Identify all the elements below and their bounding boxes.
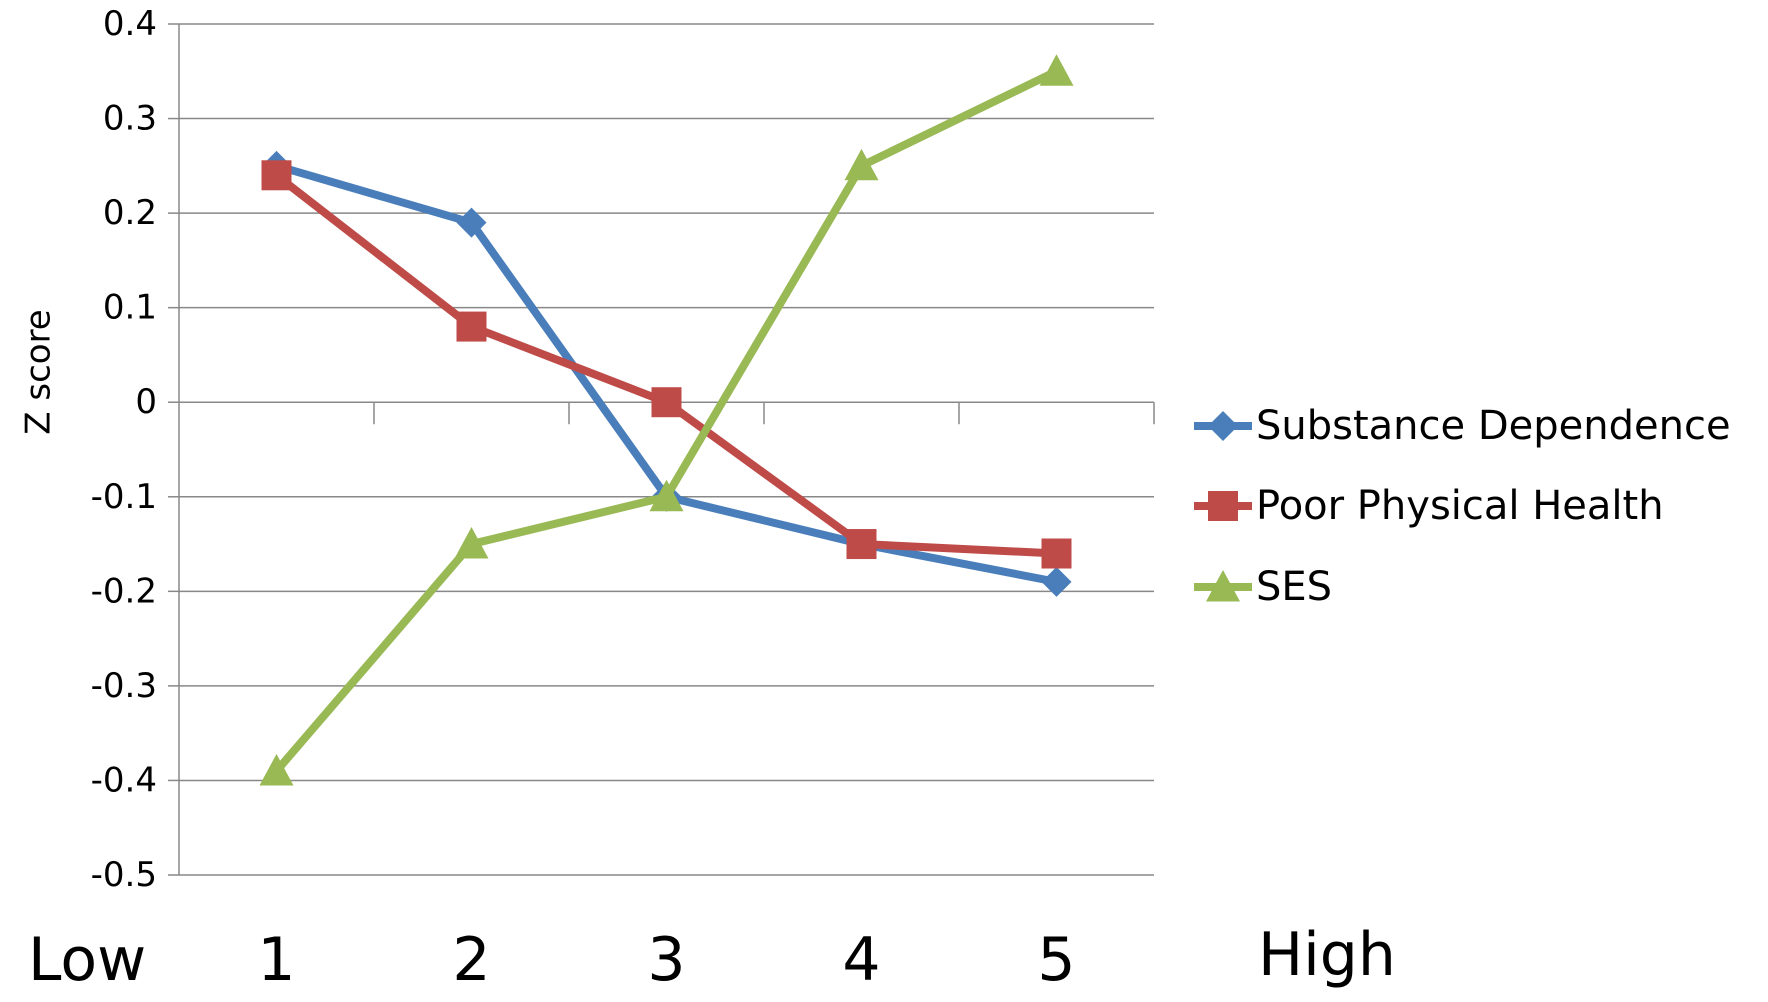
data-point-diamond: [1041, 566, 1072, 597]
legend-item: Poor Physical Health: [1194, 483, 1664, 529]
x-tick-label: 5: [1037, 925, 1075, 995]
legend-label: Poor Physical Health: [1256, 483, 1664, 529]
y-tick-label: 0.4: [103, 4, 157, 44]
gridlines: [168, 23, 1154, 876]
legend-item: SES: [1194, 564, 1332, 610]
y-tick-label: 0.3: [103, 99, 157, 139]
x-tick-label: 4: [842, 925, 880, 995]
y-tick-label: -0.2: [91, 571, 157, 611]
legend: Substance Dependence Poor Physical Health…: [1194, 403, 1731, 610]
legend-label: Substance Dependence: [1256, 403, 1731, 449]
y-tick-label: -0.3: [91, 666, 157, 706]
legend-swatch-marker: [1208, 491, 1238, 521]
x-tick-label: 3: [647, 925, 685, 995]
x-low-label: Low: [28, 925, 146, 995]
y-tick-label: -0.4: [91, 760, 157, 800]
data-point-square: [261, 160, 292, 191]
y-tick-label: -0.5: [91, 855, 157, 895]
legend-swatch-marker: [1206, 570, 1240, 602]
data-point-square: [846, 529, 877, 560]
y-tick-label: -0.1: [91, 477, 157, 517]
x-tick-labels: 1 2 3 4 5: [257, 925, 1075, 995]
data-point-square: [1041, 538, 1072, 569]
series-substance-dependence: [261, 150, 1072, 597]
legend-item: Substance Dependence: [1194, 403, 1731, 449]
series-group: [259, 54, 1074, 786]
y-tick-label: 0: [135, 382, 157, 422]
legend-label: SES: [1256, 564, 1332, 610]
series-line: [273, 67, 1059, 774]
data-point-triangle: [454, 527, 489, 559]
y-tick-label: 0.1: [103, 288, 157, 328]
data-point-diamond: [456, 207, 487, 238]
x-high-label: High: [1258, 920, 1396, 990]
data-point-triangle: [1039, 54, 1074, 86]
data-point-triangle: [649, 479, 684, 512]
y-axis-label: Z score: [19, 309, 59, 434]
axes: [178, 24, 1155, 875]
y-tick-label: 0.2: [103, 193, 157, 233]
legend-swatch-marker: [1208, 411, 1238, 441]
data-point-triangle: [259, 753, 294, 786]
data-point-square: [456, 311, 487, 342]
x-tick-label: 2: [452, 925, 490, 995]
x-tick-label: 1: [257, 925, 295, 995]
series-ses: [259, 54, 1074, 786]
series-poor-physical-health: [261, 160, 1072, 569]
series-line: [275, 161, 1058, 586]
data-point-triangle: [844, 148, 879, 181]
y-tick-labels: 0.4 0.3 0.2 0.1 0 -0.1 -0.2 -0.3 -0.4 -0.5: [91, 4, 157, 895]
data-point-square: [651, 387, 682, 418]
